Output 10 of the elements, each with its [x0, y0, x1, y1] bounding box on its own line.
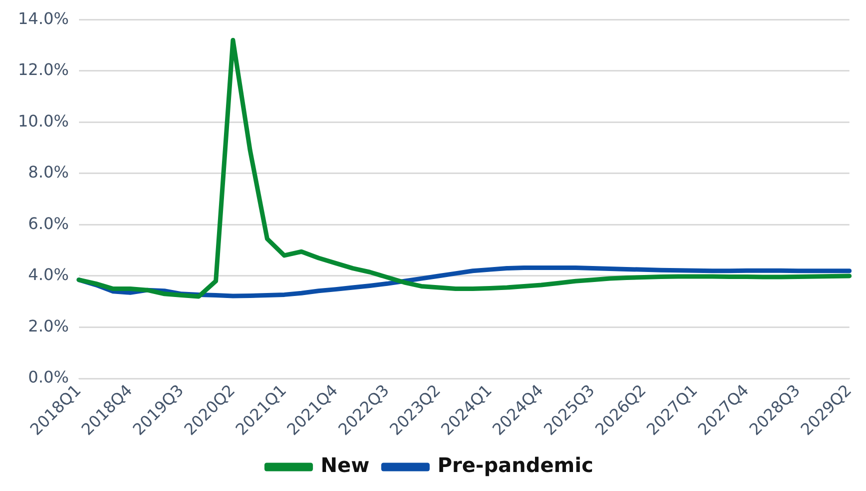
y-tick-label: 8.0% — [28, 162, 69, 182]
y-tick-label: 6.0% — [28, 214, 69, 233]
y-tick-label: 4.0% — [28, 265, 69, 284]
y-tick-label: 12.0% — [18, 60, 69, 80]
legend-label: Pre-pandemic — [437, 453, 594, 478]
y-tick-label: 0.0% — [28, 368, 69, 387]
legend-label: New — [320, 453, 370, 478]
y-tick-label: 10.0% — [18, 111, 69, 130]
y-tick-label: 14.0% — [18, 8, 69, 28]
y-tick-label: 2.0% — [28, 316, 69, 336]
